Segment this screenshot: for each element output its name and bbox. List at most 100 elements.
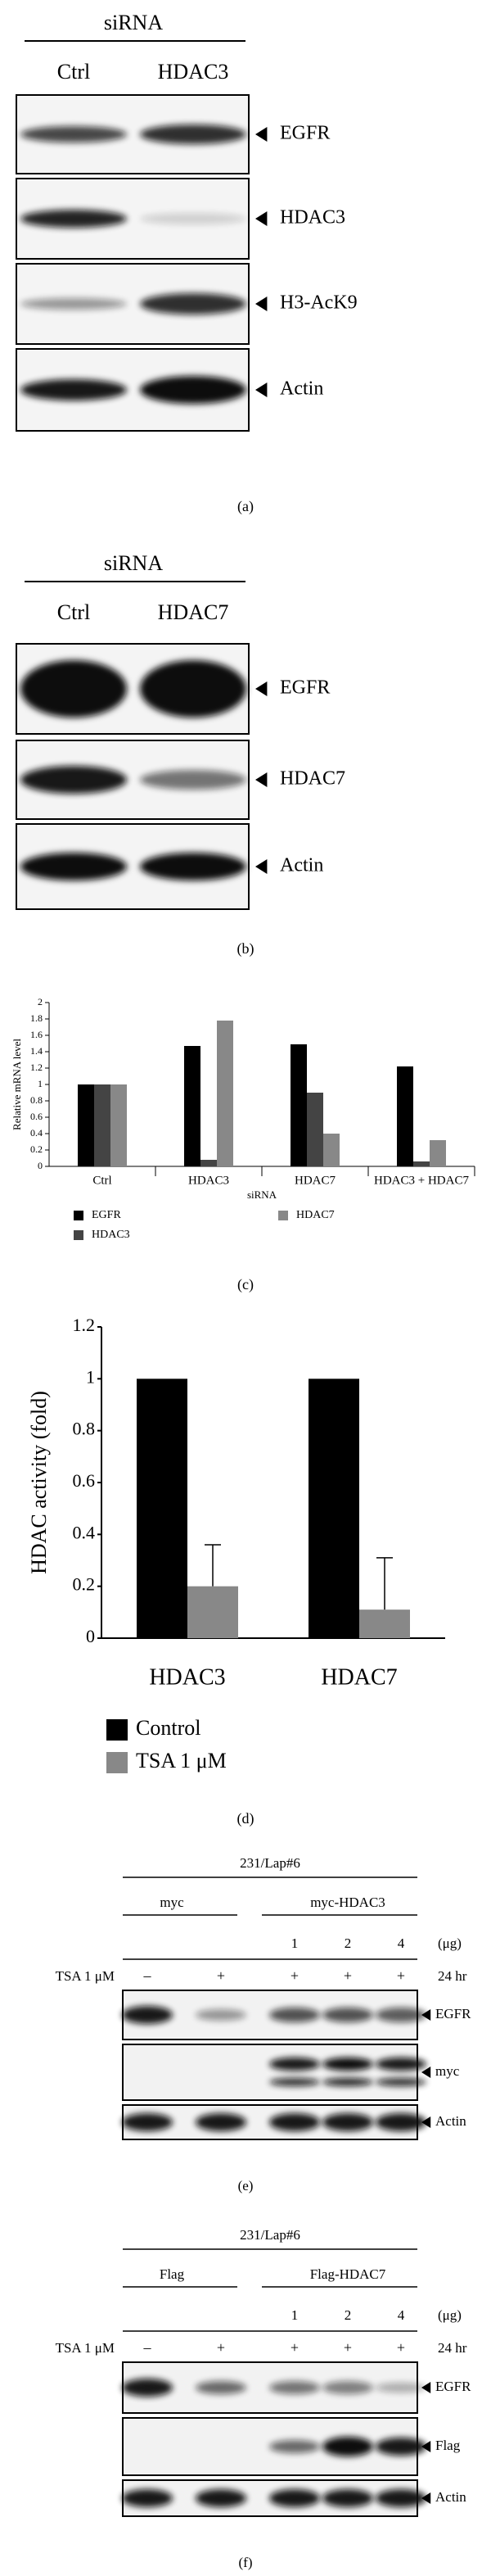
blot-band xyxy=(196,2113,246,2131)
bar xyxy=(94,1084,110,1166)
blot-box xyxy=(122,2044,418,2101)
panel-header: siRNA xyxy=(104,551,163,575)
blot-band xyxy=(140,853,246,881)
lane-label: Ctrl xyxy=(57,600,90,624)
blot-band xyxy=(322,2008,373,2022)
blot-band xyxy=(122,2113,173,2131)
blot-band xyxy=(20,126,127,143)
blot-label: Actin xyxy=(280,855,323,876)
dose-label: 1 xyxy=(291,2307,299,2323)
arrowhead xyxy=(421,2116,431,2128)
treatment-sign: + xyxy=(397,1967,405,1984)
bar xyxy=(359,1609,410,1638)
blot-label: EGFR xyxy=(435,2006,471,2021)
blot-band xyxy=(322,2058,373,2071)
blot-band xyxy=(122,2379,173,2397)
blot-band xyxy=(322,2078,373,2086)
y-tick-label: 1.2 xyxy=(30,1062,43,1073)
legend-swatch xyxy=(106,1719,128,1741)
x-tick-label: HDAC7 xyxy=(321,1664,397,1690)
legend-swatch xyxy=(74,1211,83,1220)
panel-caption: (f) xyxy=(239,2555,253,2570)
dose-unit: (μg) xyxy=(438,1935,462,1951)
y-tick-label: 0.2 xyxy=(30,1143,43,1155)
y-tick-label: 1 xyxy=(86,1366,95,1387)
y-tick-label: 0.6 xyxy=(30,1111,43,1122)
treatment-sign: + xyxy=(344,2339,352,2356)
blot-band xyxy=(196,2489,246,2507)
blot-band xyxy=(20,210,127,228)
panel-caption: (a) xyxy=(237,498,254,515)
arrowhead xyxy=(421,2492,431,2504)
blot-band xyxy=(140,293,246,315)
dose-label: 1 xyxy=(291,1935,299,1951)
blot-band xyxy=(269,2078,320,2086)
bar xyxy=(217,1021,233,1166)
y-tick-label: 0 xyxy=(38,1160,43,1171)
x-axis-label: siRNA xyxy=(247,1188,277,1201)
group-label: Flag xyxy=(160,2266,185,2282)
legend-label: TSA 1 μM xyxy=(136,1749,227,1772)
group-label: Flag-HDAC7 xyxy=(310,2266,386,2282)
blot-band xyxy=(269,2489,320,2507)
y-tick-label: 0.4 xyxy=(73,1522,96,1542)
panel-caption: (d) xyxy=(237,1810,255,1827)
blot-band xyxy=(140,376,246,404)
blot-band xyxy=(20,379,127,401)
treatment-label: TSA 1 μM xyxy=(56,2340,115,2356)
bar xyxy=(187,1586,238,1638)
treatment-sign: + xyxy=(397,2339,405,2356)
lane-label: Ctrl xyxy=(57,60,90,84)
blot-band xyxy=(269,2058,320,2071)
lane-label: HDAC7 xyxy=(158,600,229,624)
bar xyxy=(78,1084,94,1166)
blot-band xyxy=(140,770,246,790)
y-tick-label: 1.2 xyxy=(73,1315,96,1335)
blot-band xyxy=(376,2383,426,2393)
arrowhead xyxy=(255,383,268,397)
bar xyxy=(291,1044,307,1166)
blot-band xyxy=(196,2009,246,2021)
cell-line: 231/Lap#6 xyxy=(240,2227,300,2243)
panel-caption: (c) xyxy=(237,1276,254,1293)
bar xyxy=(137,1379,187,1638)
treatment-sign: + xyxy=(291,1967,299,1984)
y-axis-label: Relative mRNA level xyxy=(11,1039,23,1130)
blot-label: H3-AcK9 xyxy=(280,292,358,314)
bar xyxy=(110,1084,127,1166)
bar xyxy=(323,1134,340,1166)
x-tick-label: HDAC3 xyxy=(188,1174,229,1187)
blot-label: HDAC3 xyxy=(280,207,345,229)
blot-band xyxy=(269,2008,320,2022)
treatment-sign: + xyxy=(344,1967,352,1984)
arrowhead xyxy=(421,2441,431,2452)
arrowhead xyxy=(255,211,268,226)
y-axis-label: HDAC activity (fold) xyxy=(27,1391,51,1574)
blot-band xyxy=(269,2381,320,2394)
blot-band xyxy=(376,2438,426,2456)
treatment-sign: – xyxy=(143,2339,152,2356)
blot-band xyxy=(322,2437,373,2456)
blot-band xyxy=(322,2489,373,2507)
bar xyxy=(397,1066,413,1166)
blot-band xyxy=(20,660,127,718)
blot-label: Flag xyxy=(435,2438,461,2453)
blot-band xyxy=(376,2113,426,2131)
legend-label: HDAC3 xyxy=(92,1229,130,1241)
treatment-sign: + xyxy=(217,2339,225,2356)
treatment-sign: + xyxy=(217,1967,225,1984)
time-label: 24 hr xyxy=(438,1968,467,1984)
blot-band xyxy=(322,2381,373,2394)
x-tick-label: HDAC3 xyxy=(149,1664,225,1690)
blot-label: EGFR xyxy=(280,677,330,699)
bar xyxy=(184,1046,200,1166)
bar xyxy=(430,1140,446,1166)
x-tick-label: Ctrl xyxy=(92,1174,111,1187)
blot-band xyxy=(20,298,127,310)
treatment-sign: + xyxy=(291,2339,299,2356)
error-bar xyxy=(205,1544,221,1587)
y-tick-label: 1.8 xyxy=(30,1012,43,1024)
dose-label: 2 xyxy=(345,2307,352,2323)
y-tick-label: 1.4 xyxy=(30,1045,43,1057)
